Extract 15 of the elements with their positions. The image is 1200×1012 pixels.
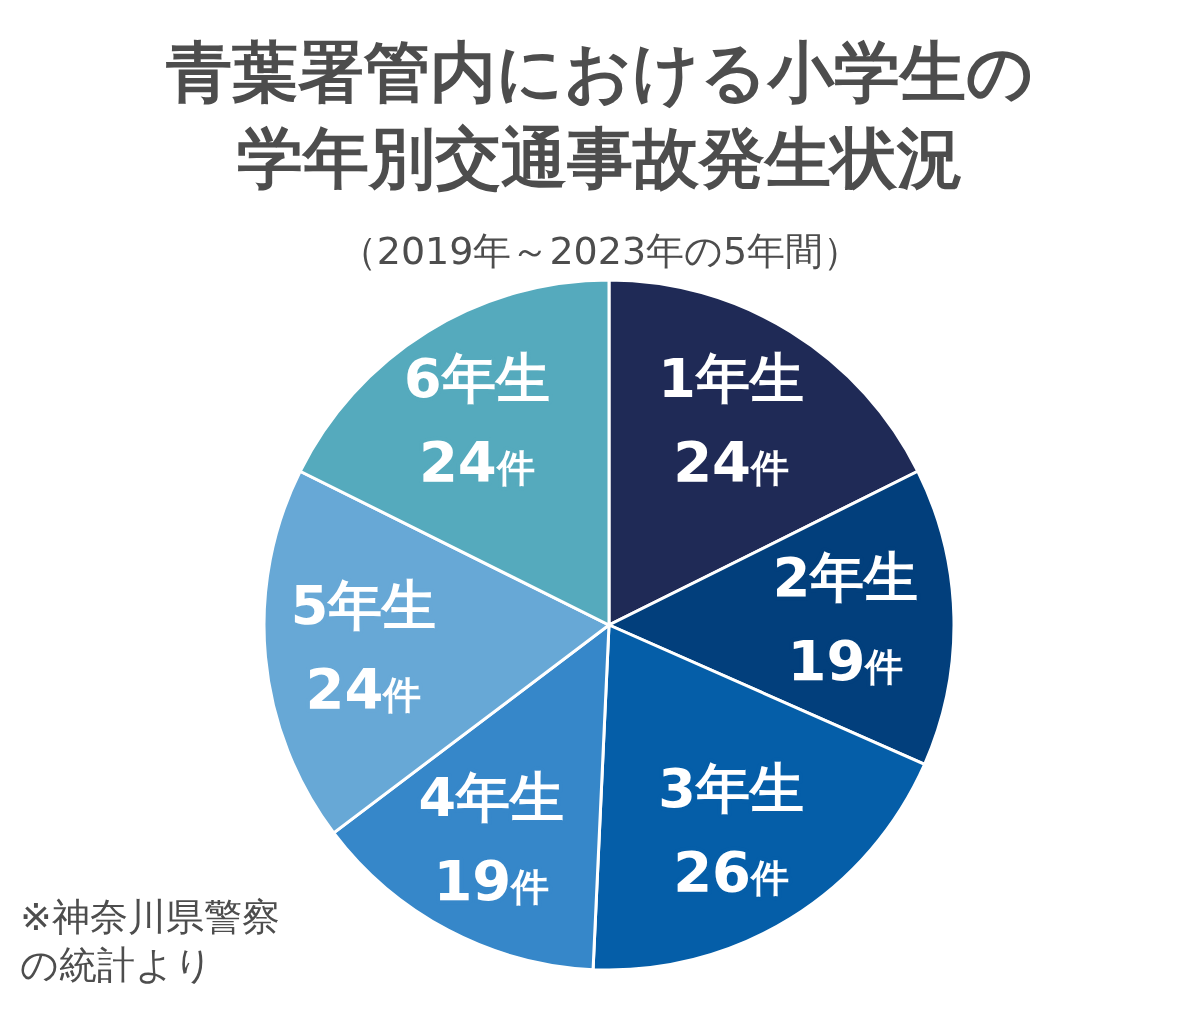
data-label: 24件 [673, 428, 790, 494]
slice-label: 5年生 [290, 574, 437, 638]
data-label: 19件 [433, 847, 550, 913]
slice-label: 2年生 [772, 546, 919, 610]
data-label: 26件 [673, 839, 790, 905]
chart-subtitle: （2019年～2023年の5年間） [337, 228, 863, 275]
slice-label: 3年生 [658, 757, 804, 821]
data-label: 24件 [418, 428, 535, 494]
chart-title: 青葉署管内における小学生の学年別交通事故発生状況 [165, 33, 1035, 199]
data-label: 19件 [787, 628, 904, 694]
text: ※神奈川県警察の統計より [20, 894, 281, 989]
data-label: 24件 [305, 656, 422, 722]
slice-label: 1年生 [658, 346, 804, 410]
slice-label: 6年生 [404, 346, 550, 410]
slice-label: 4年生 [418, 765, 565, 829]
